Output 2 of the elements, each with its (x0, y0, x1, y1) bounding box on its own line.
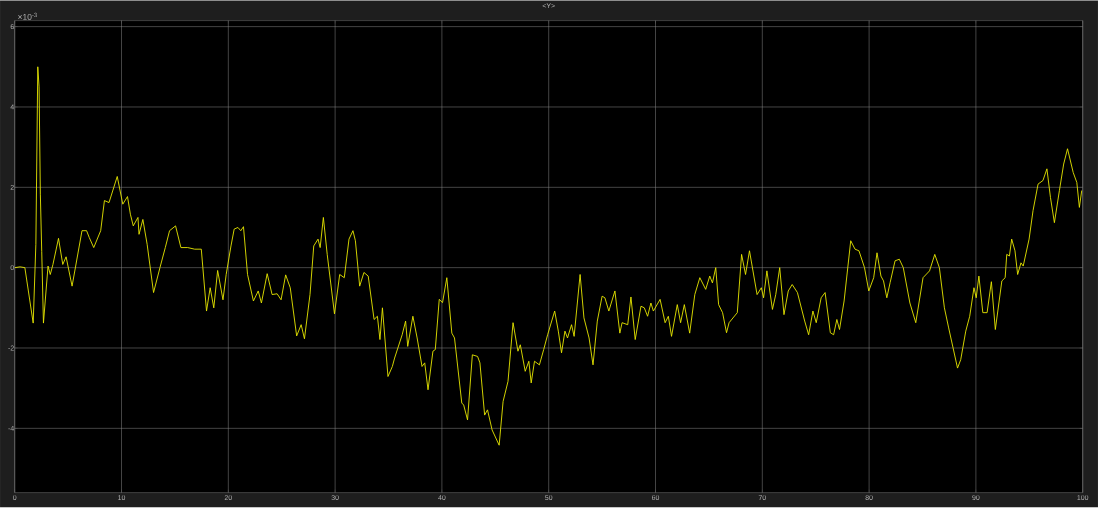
line-series (14, 66, 1083, 446)
text: ×10$^{-3}$ (18, 13, 37, 21)
